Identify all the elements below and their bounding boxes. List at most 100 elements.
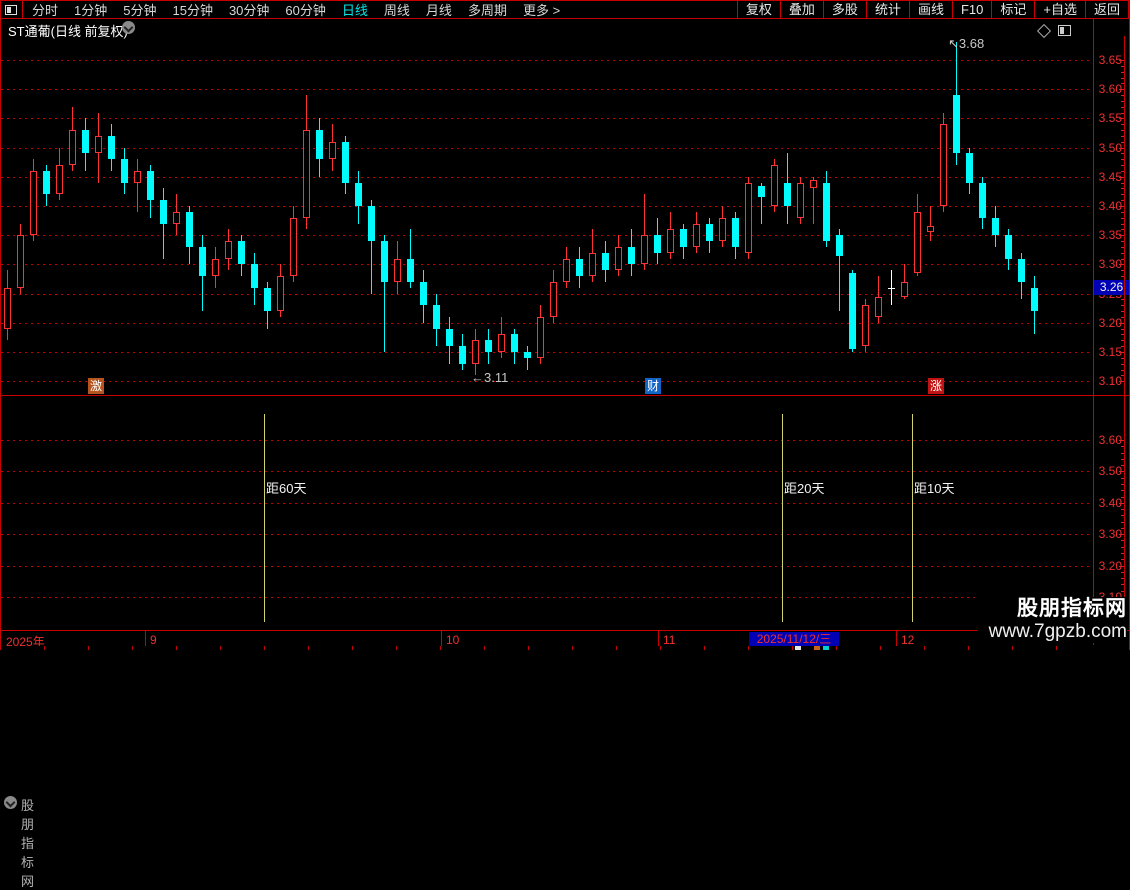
panel-toggle-icon[interactable] xyxy=(5,4,17,15)
candle-body xyxy=(875,296,882,317)
candle-body xyxy=(979,182,986,218)
tool-item-8[interactable]: 返回 xyxy=(1084,1,1128,18)
menu-item-8[interactable]: 月线 xyxy=(425,3,452,18)
indicator-axis-tick xyxy=(1121,490,1125,492)
event-badge[interactable]: 涨 xyxy=(928,378,944,394)
menu-item-0[interactable]: 分时 xyxy=(32,3,59,18)
month-label: 12 xyxy=(901,633,915,647)
bottom-tick xyxy=(484,646,485,650)
price-axis-label: 3.35 xyxy=(1098,228,1122,243)
candle-body xyxy=(407,258,414,282)
candle-body xyxy=(95,135,102,154)
tool-item-3[interactable]: 统计 xyxy=(865,1,909,18)
axis-tick xyxy=(1121,316,1125,318)
layout-icon[interactable] xyxy=(1058,25,1071,36)
candle-body xyxy=(641,235,648,265)
bottom-tick xyxy=(264,646,265,650)
event-badge[interactable]: 激 xyxy=(88,378,104,394)
menu-item-9[interactable]: 多周期 xyxy=(467,3,507,18)
axis-tick xyxy=(1121,77,1125,79)
tool-item-0[interactable]: 复权 xyxy=(736,1,780,18)
axis-tick xyxy=(1121,217,1125,219)
candle-wick xyxy=(644,194,645,271)
axis-tick xyxy=(1121,311,1125,313)
axis-tick xyxy=(1121,334,1125,336)
menu-item-7[interactable]: 周线 xyxy=(383,3,410,18)
tool-item-2[interactable]: 多股 xyxy=(822,1,866,18)
gridline xyxy=(1,381,1093,383)
tool-item-1[interactable]: 叠加 xyxy=(779,1,823,18)
indicator-axis-tick xyxy=(1121,527,1125,529)
tool-item-7[interactable]: +自选 xyxy=(1034,1,1085,18)
bottom-tick xyxy=(440,646,441,650)
axis-tick xyxy=(1121,65,1125,67)
menu-item-6[interactable]: 日线 xyxy=(341,3,368,18)
candle-body xyxy=(394,258,401,282)
chevron-down-icon[interactable] xyxy=(122,21,135,34)
candle-body xyxy=(173,211,180,224)
axis-tick xyxy=(1119,118,1125,120)
clipped-statusbar-fragment xyxy=(795,646,801,650)
candle-body xyxy=(264,287,271,312)
indicator-axis-label: 3.50 xyxy=(1098,464,1122,479)
indicator-axis-tick xyxy=(1121,553,1125,555)
menu-item-1[interactable]: 1分钟 xyxy=(74,3,108,18)
candle-body xyxy=(1031,287,1038,312)
indicator-axis-tick xyxy=(1119,440,1125,441)
day-distance-label: 距60天 xyxy=(266,481,307,496)
candle-body xyxy=(1018,258,1025,282)
bottom-tick xyxy=(880,646,881,650)
bottom-tick xyxy=(748,646,749,650)
day-distance-line xyxy=(264,414,265,622)
low-value: 3.11 xyxy=(484,370,509,385)
menu-item-5[interactable]: 60分钟 xyxy=(285,3,326,18)
menu-item-3[interactable]: 15分钟 xyxy=(172,3,213,18)
indicator-axis-tick xyxy=(1121,584,1125,586)
bottom-tick xyxy=(44,646,45,650)
month-divider xyxy=(145,631,146,646)
axis-tick xyxy=(1121,124,1125,126)
candle-body xyxy=(420,281,427,306)
tool-item-5[interactable]: F10 xyxy=(951,1,991,18)
axis-tick xyxy=(1121,223,1125,225)
candle-body xyxy=(290,217,297,277)
indicator-collapse-icon[interactable] xyxy=(4,796,17,809)
clipped-statusbar-fragment xyxy=(823,646,829,650)
price-axis-label: 3.50 xyxy=(1098,140,1122,155)
price-axis-label: 3.10 xyxy=(1098,374,1122,389)
menu-item-10[interactable]: 更多 > xyxy=(522,3,561,18)
candle-wick xyxy=(930,206,931,242)
axis-tick xyxy=(1121,182,1125,184)
panel-toggle-cell[interactable] xyxy=(0,1,23,18)
tool-item-6[interactable]: 标记 xyxy=(991,1,1034,18)
indicator-gridline xyxy=(1,502,1093,504)
axis-tick xyxy=(1121,141,1125,143)
month-label: 9 xyxy=(150,633,157,647)
candle-wick xyxy=(371,200,372,294)
indicator-axis-tick xyxy=(1121,540,1125,542)
candle-body xyxy=(121,159,128,183)
high-value: 3.68 xyxy=(958,36,985,51)
bottom-tick xyxy=(1012,646,1013,650)
axis-tick xyxy=(1121,328,1125,330)
candle-body xyxy=(238,241,245,265)
menu-item-2[interactable]: 5分钟 xyxy=(123,3,157,18)
indicator-gridline xyxy=(1,534,1093,536)
month-divider xyxy=(441,631,442,646)
menu-item-4[interactable]: 30分钟 xyxy=(228,3,270,18)
axis-tick xyxy=(1121,276,1125,278)
indicator-axis-tick xyxy=(1121,521,1125,523)
candle-body xyxy=(550,281,557,317)
bottom-tick xyxy=(704,646,705,650)
month-label: 10 xyxy=(446,633,460,647)
candle-body xyxy=(342,141,349,183)
axis-tick xyxy=(1121,95,1125,97)
event-badge[interactable]: 财 xyxy=(645,378,661,394)
tool-item-4[interactable]: 画线 xyxy=(908,1,952,18)
bottom-tick xyxy=(308,646,309,650)
watermark-site-name: 股朋指标网 xyxy=(1017,597,1127,620)
candle-body xyxy=(355,182,362,206)
day-distance-line xyxy=(782,414,783,622)
indicator-gridline xyxy=(1,565,1093,567)
candle-body xyxy=(498,334,505,352)
